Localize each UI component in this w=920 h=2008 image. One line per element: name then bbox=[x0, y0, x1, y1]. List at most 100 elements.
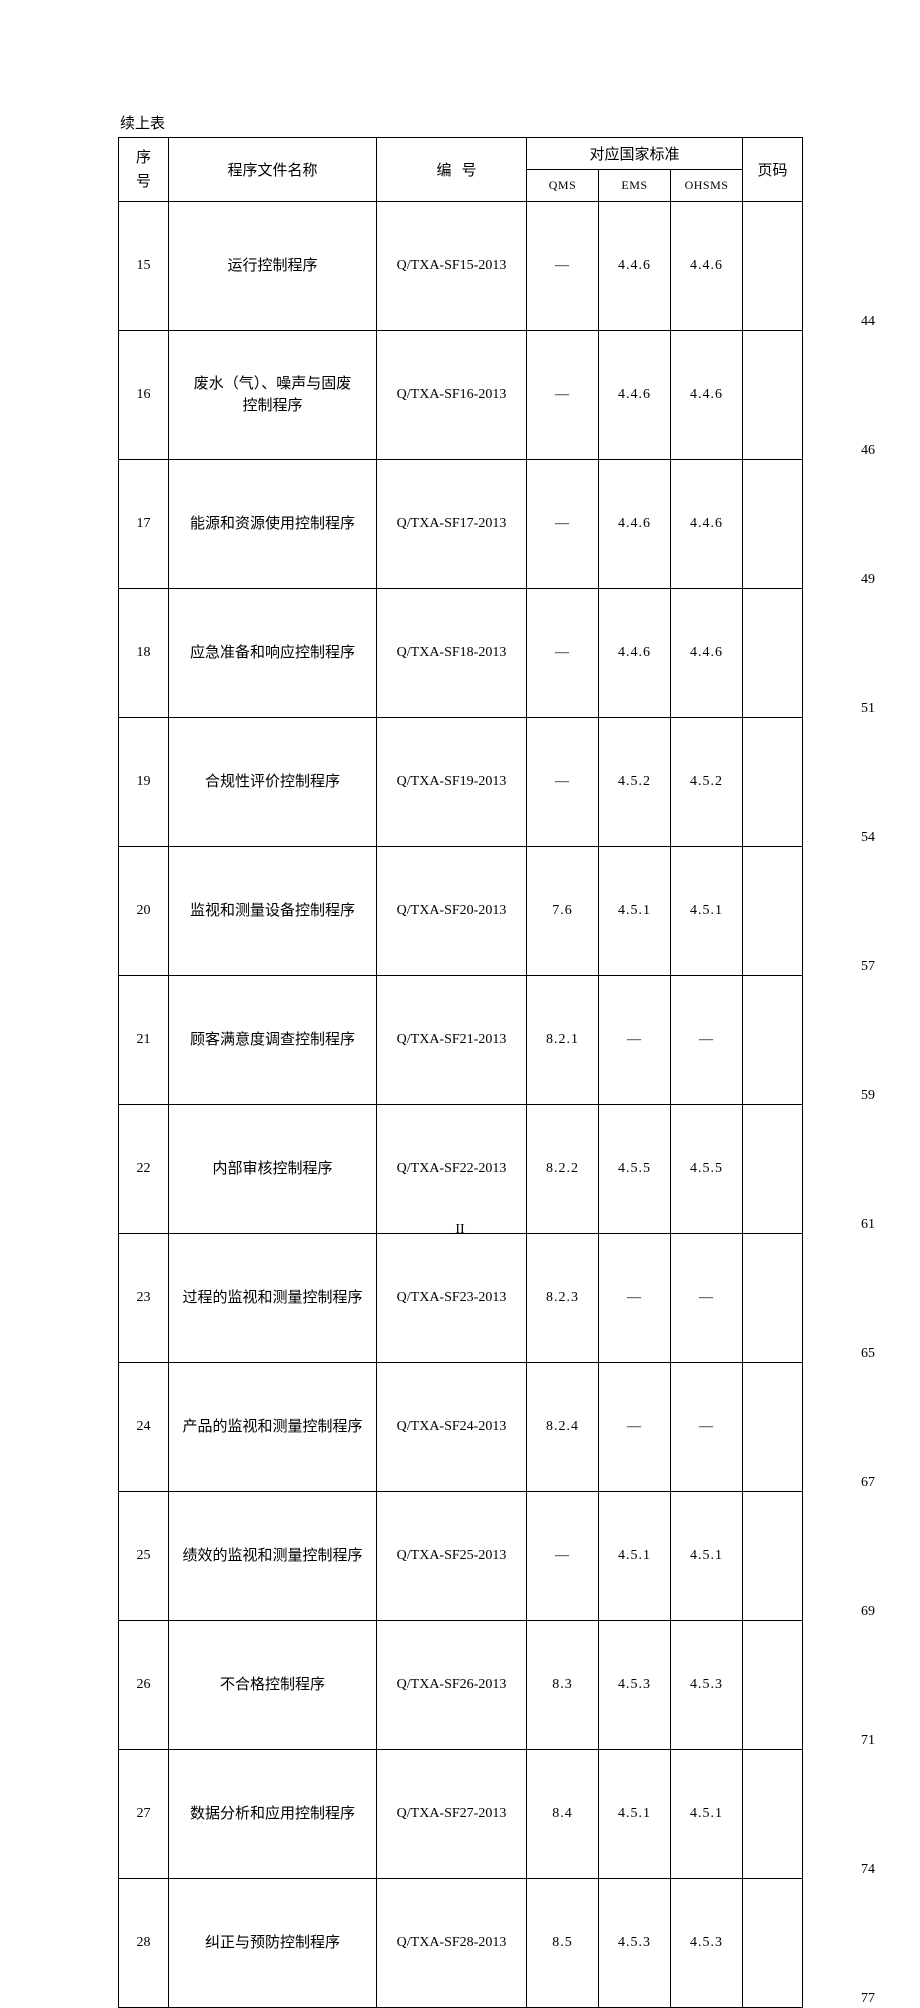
header-code: 编号 bbox=[377, 138, 527, 202]
cell-code: Q/TXA-SF16-2013 bbox=[377, 331, 527, 460]
procedure-table: 序 号 程序文件名称 编号 对应国家标准 页码 QMS EMS OHSMS 15… bbox=[118, 137, 803, 2008]
cell-name: 应急准备和响应控制程序 bbox=[169, 589, 377, 718]
cell-name: 监视和测量设备控制程序 bbox=[169, 847, 377, 976]
cell-ems: 4.5.1 bbox=[599, 847, 671, 976]
cell-code: Q/TXA-SF22-2013 bbox=[377, 1105, 527, 1234]
table-body: 15运行控制程序Q/TXA-SF15-2013—4.4.64.4.64416废水… bbox=[119, 202, 803, 2008]
cell-seq: 26 bbox=[119, 1621, 169, 1750]
table-row: 26不合格控制程序Q/TXA-SF26-20138.34.5.34.5.371 bbox=[119, 1621, 803, 1750]
table-row: 24产品的监视和测量控制程序Q/TXA-SF24-20138.2.4——67 bbox=[119, 1363, 803, 1492]
cell-ems: — bbox=[599, 976, 671, 1105]
cell-qms: 8.2.4 bbox=[527, 1363, 599, 1492]
cell-qms: 8.2.3 bbox=[527, 1234, 599, 1363]
cell-page: 69 bbox=[743, 1492, 803, 1621]
cell-qms: 8.4 bbox=[527, 1750, 599, 1879]
cell-name: 绩效的监视和测量控制程序 bbox=[169, 1492, 377, 1621]
cell-ems: — bbox=[599, 1234, 671, 1363]
cell-ohsms: — bbox=[671, 976, 743, 1105]
table-row: 23过程的监视和测量控制程序Q/TXA-SF23-20138.2.3——65 bbox=[119, 1234, 803, 1363]
cell-code: Q/TXA-SF17-2013 bbox=[377, 460, 527, 589]
cell-ohsms: 4.5.1 bbox=[671, 847, 743, 976]
cell-name: 运行控制程序 bbox=[169, 202, 377, 331]
header-code-b: 号 bbox=[462, 163, 477, 179]
cell-ohsms: 4.5.2 bbox=[671, 718, 743, 847]
cell-qms: 8.2.1 bbox=[527, 976, 599, 1105]
cell-ohsms: 4.5.1 bbox=[671, 1492, 743, 1621]
header-code-a: 编 bbox=[426, 163, 461, 179]
cell-page: 71 bbox=[743, 1621, 803, 1750]
cell-qms: 7.6 bbox=[527, 847, 599, 976]
cell-seq: 22 bbox=[119, 1105, 169, 1234]
table-caption: 续上表 bbox=[120, 112, 802, 133]
table-header: 序 号 程序文件名称 编号 对应国家标准 页码 QMS EMS OHSMS bbox=[119, 138, 803, 202]
cell-ems: 4.4.6 bbox=[599, 589, 671, 718]
cell-seq: 16 bbox=[119, 331, 169, 460]
cell-seq: 15 bbox=[119, 202, 169, 331]
cell-qms: 8.5 bbox=[527, 1879, 599, 2008]
cell-name: 过程的监视和测量控制程序 bbox=[169, 1234, 377, 1363]
page-number: II bbox=[0, 1222, 920, 1238]
cell-page: 44 bbox=[743, 202, 803, 331]
cell-ems: 4.5.1 bbox=[599, 1492, 671, 1621]
table-row: 22内部审核控制程序Q/TXA-SF22-20138.2.24.5.54.5.5… bbox=[119, 1105, 803, 1234]
cell-ohsms: — bbox=[671, 1363, 743, 1492]
cell-ems: 4.5.2 bbox=[599, 718, 671, 847]
cell-page: 54 bbox=[743, 718, 803, 847]
cell-page: 51 bbox=[743, 589, 803, 718]
cell-ems: — bbox=[599, 1363, 671, 1492]
cell-page: 67 bbox=[743, 1363, 803, 1492]
cell-ems: 4.4.6 bbox=[599, 331, 671, 460]
cell-page: 77 bbox=[743, 1879, 803, 2008]
cell-code: Q/TXA-SF24-2013 bbox=[377, 1363, 527, 1492]
cell-qms: — bbox=[527, 1492, 599, 1621]
cell-page: 74 bbox=[743, 1750, 803, 1879]
cell-code: Q/TXA-SF20-2013 bbox=[377, 847, 527, 976]
cell-ohsms: 4.4.6 bbox=[671, 589, 743, 718]
header-standards: 对应国家标准 bbox=[527, 138, 743, 170]
cell-code: Q/TXA-SF18-2013 bbox=[377, 589, 527, 718]
cell-ohsms: 4.5.3 bbox=[671, 1621, 743, 1750]
table-row: 28纠正与预防控制程序Q/TXA-SF28-20138.54.5.34.5.37… bbox=[119, 1879, 803, 2008]
cell-seq: 25 bbox=[119, 1492, 169, 1621]
cell-ohsms: 4.4.6 bbox=[671, 331, 743, 460]
cell-qms: — bbox=[527, 331, 599, 460]
cell-name: 顾客满意度调查控制程序 bbox=[169, 976, 377, 1105]
cell-seq: 27 bbox=[119, 1750, 169, 1879]
cell-ems: 4.5.5 bbox=[599, 1105, 671, 1234]
cell-qms: 8.3 bbox=[527, 1621, 599, 1750]
cell-code: Q/TXA-SF25-2013 bbox=[377, 1492, 527, 1621]
table-row: 17能源和资源使用控制程序Q/TXA-SF17-2013—4.4.64.4.64… bbox=[119, 460, 803, 589]
cell-seq: 18 bbox=[119, 589, 169, 718]
cell-ohsms: 4.4.6 bbox=[671, 202, 743, 331]
table-row: 25绩效的监视和测量控制程序Q/TXA-SF25-2013—4.5.14.5.1… bbox=[119, 1492, 803, 1621]
header-qms: QMS bbox=[527, 170, 599, 202]
table-row: 20监视和测量设备控制程序Q/TXA-SF20-20137.64.5.14.5.… bbox=[119, 847, 803, 976]
cell-code: Q/TXA-SF15-2013 bbox=[377, 202, 527, 331]
cell-name: 内部审核控制程序 bbox=[169, 1105, 377, 1234]
table-row: 18应急准备和响应控制程序Q/TXA-SF18-2013—4.4.64.4.65… bbox=[119, 589, 803, 718]
cell-code: Q/TXA-SF19-2013 bbox=[377, 718, 527, 847]
cell-qms: — bbox=[527, 202, 599, 331]
cell-seq: 20 bbox=[119, 847, 169, 976]
header-name: 程序文件名称 bbox=[169, 138, 377, 202]
cell-name: 合规性评价控制程序 bbox=[169, 718, 377, 847]
header-seq-l2: 号 bbox=[136, 174, 151, 190]
cell-seq: 24 bbox=[119, 1363, 169, 1492]
cell-ohsms: 4.4.6 bbox=[671, 460, 743, 589]
header-seq-l1: 序 bbox=[136, 150, 151, 166]
cell-seq: 28 bbox=[119, 1879, 169, 2008]
cell-name: 能源和资源使用控制程序 bbox=[169, 460, 377, 589]
cell-ems: 4.5.1 bbox=[599, 1750, 671, 1879]
header-ems: EMS bbox=[599, 170, 671, 202]
cell-page: 49 bbox=[743, 460, 803, 589]
table-row: 19合规性评价控制程序Q/TXA-SF19-2013—4.5.24.5.254 bbox=[119, 718, 803, 847]
cell-page: 59 bbox=[743, 976, 803, 1105]
cell-qms: — bbox=[527, 460, 599, 589]
cell-page: 46 bbox=[743, 331, 803, 460]
cell-qms: — bbox=[527, 589, 599, 718]
cell-qms: — bbox=[527, 718, 599, 847]
cell-qms: 8.2.2 bbox=[527, 1105, 599, 1234]
cell-code: Q/TXA-SF28-2013 bbox=[377, 1879, 527, 2008]
header-ohsms: OHSMS bbox=[671, 170, 743, 202]
cell-ohsms: 4.5.5 bbox=[671, 1105, 743, 1234]
